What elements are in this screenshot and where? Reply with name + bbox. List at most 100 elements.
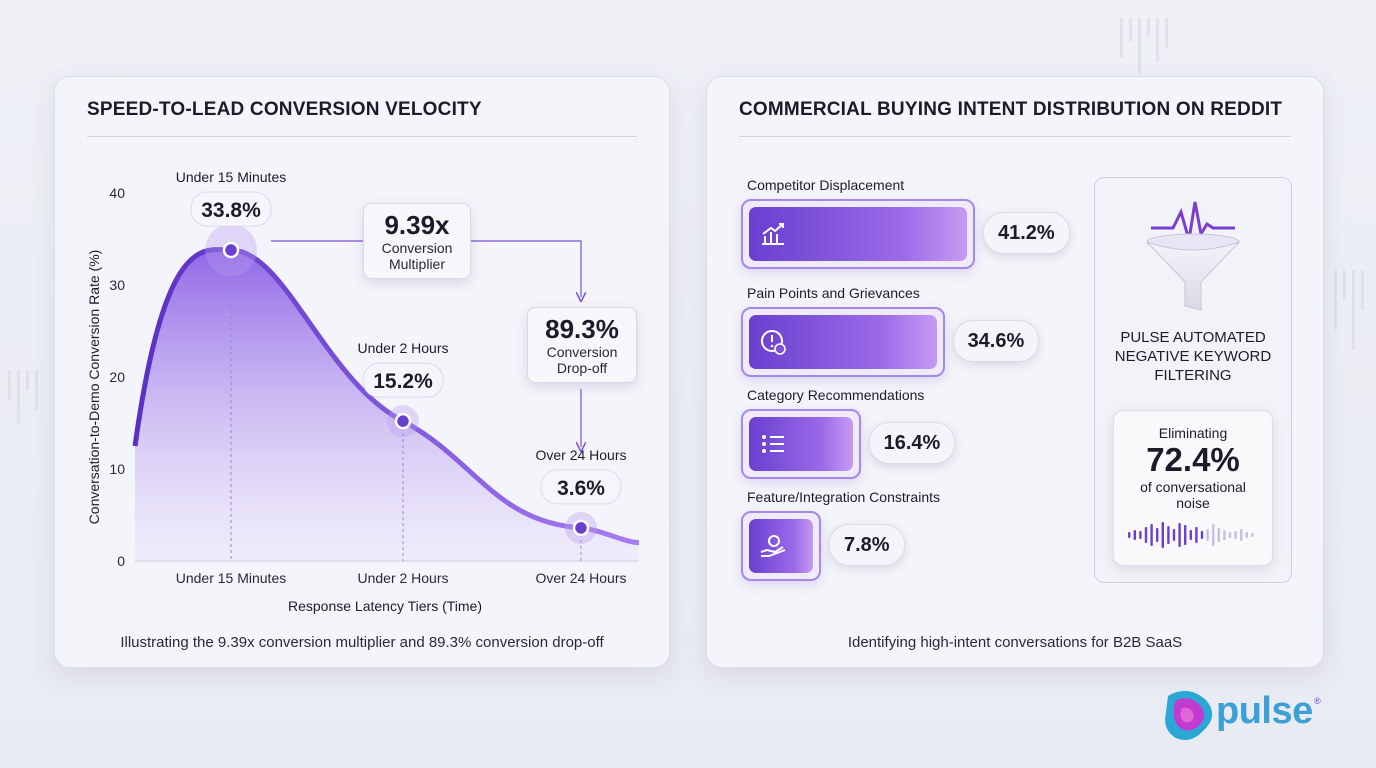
intent-caption: Identifying high-intent conversations fo… bbox=[847, 634, 1183, 651]
data-label: 15.2% bbox=[373, 370, 433, 393]
background-decoration bbox=[1120, 18, 1168, 74]
waveform-bar bbox=[1200, 531, 1204, 539]
hand-gear-icon bbox=[760, 535, 786, 557]
waveform-icon bbox=[1128, 522, 1254, 548]
connector-arrow bbox=[469, 240, 581, 297]
dropoff-label: Drop-off bbox=[556, 360, 608, 376]
y-tick-label: 20 bbox=[109, 369, 125, 385]
multiplier-label: Conversion bbox=[381, 240, 453, 256]
callout-label: Under 2 Hours bbox=[357, 340, 448, 356]
filter-title-line: NEGATIVE KEYWORD bbox=[1114, 348, 1272, 365]
logo-text: pulse bbox=[1216, 690, 1313, 732]
intent-bar-fill bbox=[749, 315, 937, 369]
intent-bar-fill bbox=[749, 519, 813, 573]
divider bbox=[739, 136, 1291, 137]
pulse-logo: pulse ® bbox=[1162, 686, 1332, 746]
y-tick-label: 0 bbox=[117, 553, 125, 569]
value-chip bbox=[190, 191, 272, 227]
elim-value: 72.4% bbox=[1146, 441, 1240, 478]
waveform-bar bbox=[1251, 533, 1254, 537]
category-label: Pain Points and Grievances bbox=[747, 285, 920, 301]
dropoff-callout: 89.3% Conversion Drop-off bbox=[527, 307, 637, 383]
category-label: Feature/Integration Constraints bbox=[747, 489, 940, 505]
value-chip bbox=[362, 362, 444, 398]
elim-caption: of conversational noise bbox=[1140, 479, 1246, 511]
filter-title-line: FILTERING bbox=[1154, 367, 1232, 384]
filter-card: PULSE AUTOMATED NEGATIVE KEYWORD FILTERI… bbox=[1094, 177, 1292, 583]
y-tick-label: 40 bbox=[109, 185, 125, 201]
multiplier-label: Multiplier bbox=[388, 256, 445, 272]
intent-pct-label: 16.4% bbox=[868, 422, 956, 464]
data-point bbox=[222, 241, 240, 259]
waveform-bar bbox=[1172, 529, 1176, 541]
x-tick-label: Under 15 Minutes bbox=[176, 570, 287, 586]
waveform-bar bbox=[1133, 530, 1136, 540]
waveform-bar bbox=[1206, 529, 1209, 541]
intent-bar bbox=[741, 307, 945, 377]
x-tick-label: Under 2 Hours bbox=[357, 570, 448, 586]
list-icon bbox=[762, 435, 784, 453]
category-label: Competitor Displacement bbox=[747, 177, 905, 193]
divider bbox=[87, 136, 637, 137]
callout-label: Under 15 Minutes bbox=[176, 169, 287, 185]
waveform-bar bbox=[1195, 527, 1198, 543]
waveform-bar bbox=[1178, 523, 1181, 547]
intent-bar-fill bbox=[749, 207, 967, 261]
waveform-bar bbox=[1167, 526, 1170, 544]
y-tick-label: 30 bbox=[109, 277, 125, 293]
waveform-bar bbox=[1156, 528, 1159, 542]
elim-label: Eliminating bbox=[1158, 425, 1228, 441]
data-point bbox=[572, 519, 590, 537]
intent-bar bbox=[741, 199, 975, 269]
waveform-bar bbox=[1128, 532, 1131, 538]
waveform-bar bbox=[1234, 531, 1237, 539]
waveform-bar bbox=[1139, 531, 1142, 539]
x-tick-label: Over 24 Hours bbox=[535, 570, 626, 586]
multiplier-callout: 9.39x Conversion Multiplier bbox=[363, 203, 471, 279]
waveform-bar bbox=[1184, 525, 1187, 545]
callout-label: Over 24 Hours bbox=[535, 447, 626, 463]
category-label: Category Recommendations bbox=[747, 387, 925, 403]
waveform-bar bbox=[1161, 522, 1164, 548]
background-decoration bbox=[1334, 270, 1364, 350]
registered-mark: ® bbox=[1314, 696, 1321, 706]
intent-pct-label: 34.6% bbox=[952, 320, 1040, 362]
filter-title-line: PULSE AUTOMATED bbox=[1120, 329, 1266, 346]
chart-caption: Illustrating the 9.39x conversion multip… bbox=[120, 634, 604, 651]
intent-pct-label: 7.8% bbox=[828, 524, 905, 566]
waveform-bar bbox=[1245, 532, 1248, 538]
noise-elimination-card: Eliminating 72.4% of conversational nois… bbox=[1113, 410, 1273, 566]
waveform-bar bbox=[1217, 528, 1220, 542]
waveform-bar bbox=[1212, 524, 1215, 546]
background-decoration bbox=[8, 370, 38, 424]
dropoff-label: Conversion bbox=[546, 344, 618, 360]
conversion-chart: 0 10 20 30 40 33.8% Under 15 Minutes Under 15 … bbox=[86, 169, 640, 614]
waveform-bar bbox=[1144, 527, 1148, 543]
y-tick-label: 10 bbox=[109, 461, 125, 477]
dropoff-value: 89.3% bbox=[545, 314, 619, 344]
intent-pct-label: 41.2% bbox=[983, 212, 1070, 254]
panel-title: COMMERCIAL BUYING INTENT DISTRIBUTION ON… bbox=[739, 99, 1283, 120]
alert-clock-icon bbox=[761, 330, 786, 355]
waveform-bar bbox=[1228, 532, 1232, 538]
buying-intent-panel: COMMERCIAL BUYING INTENT DISTRIBUTION ON… bbox=[706, 76, 1324, 668]
funnel-icon bbox=[1146, 201, 1240, 311]
intent-bar bbox=[741, 409, 861, 479]
waveform-bar bbox=[1240, 529, 1243, 541]
panel-title: SPEED-TO-LEAD CONVERSION VELOCITY bbox=[87, 99, 482, 120]
x-axis-label: Response Latency Tiers (Time) bbox=[288, 598, 482, 614]
y-axis-label: Conversation-to-Demo Conversion Rate (%) bbox=[86, 250, 102, 525]
data-label: 3.6% bbox=[557, 477, 605, 500]
conversion-velocity-panel: SPEED-TO-LEAD CONVERSION VELOCITY 0 10 20 3… bbox=[54, 76, 670, 668]
value-chip bbox=[540, 469, 622, 505]
data-point bbox=[394, 412, 412, 430]
filter-title: PULSE AUTOMATED NEGATIVE KEYWORD FILTERI… bbox=[1095, 328, 1291, 385]
multiplier-value: 9.39x bbox=[384, 210, 450, 240]
intent-bar-fill bbox=[749, 417, 853, 471]
trend-chart-icon bbox=[762, 223, 784, 245]
waveform-bar bbox=[1223, 530, 1226, 540]
waveform-bar bbox=[1189, 530, 1192, 540]
area-fill bbox=[135, 249, 639, 561]
data-label: 33.8% bbox=[201, 199, 261, 222]
waveform-bar bbox=[1150, 524, 1153, 546]
